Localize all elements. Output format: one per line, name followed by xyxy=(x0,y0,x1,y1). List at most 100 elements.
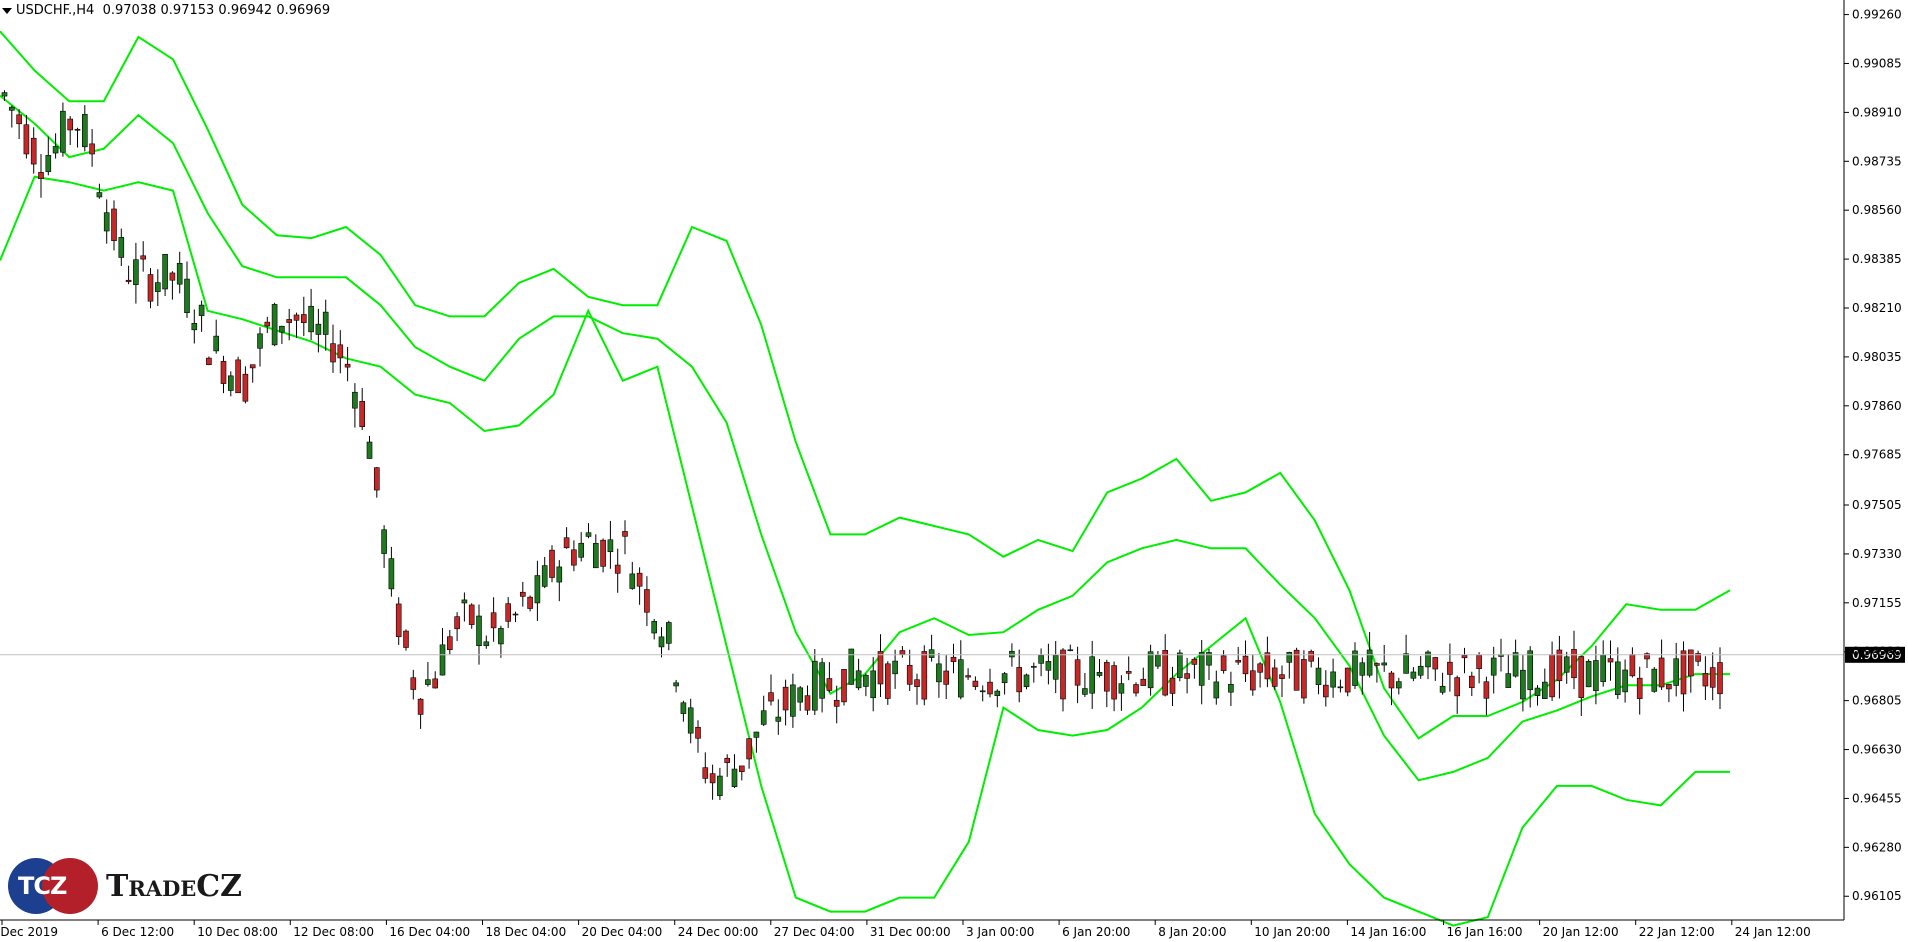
bull-candle xyxy=(855,670,862,689)
bull-candle xyxy=(848,648,855,685)
bear-candle xyxy=(417,698,424,715)
bull-candle xyxy=(1337,686,1344,689)
bull-candle xyxy=(1534,687,1541,696)
bear-candle xyxy=(337,344,344,359)
bear-candle xyxy=(826,678,833,691)
bear-candle xyxy=(965,675,971,678)
bear-candle xyxy=(1461,655,1468,659)
bear-candle xyxy=(1169,677,1176,694)
bull-candle xyxy=(155,282,161,292)
bull-candle xyxy=(308,305,314,333)
bull-candle xyxy=(1585,660,1592,688)
bear-candle xyxy=(1607,658,1614,663)
bear-candle xyxy=(125,279,132,282)
bear-candle xyxy=(1644,653,1650,660)
bull-candle xyxy=(1490,657,1497,676)
bear-candle xyxy=(636,572,643,587)
bear-candle xyxy=(1556,649,1563,682)
time-tick-label: 24 Jan 12:00 xyxy=(1735,925,1811,939)
bear-candle xyxy=(1060,649,1066,700)
bear-candle xyxy=(1688,649,1694,677)
bear-candle xyxy=(841,669,847,703)
bull-candle xyxy=(1089,656,1095,694)
bear-candle xyxy=(505,603,512,622)
bear-candle xyxy=(1709,667,1716,688)
bear-candle xyxy=(1133,684,1139,694)
bear-candle xyxy=(1476,654,1482,669)
bull-candle xyxy=(1410,671,1417,679)
bull-candle xyxy=(892,660,898,675)
time-tick-label: 3 Jan 00:00 xyxy=(966,925,1034,939)
bull-candle xyxy=(498,628,504,645)
time-tick-label: 14 Jan 16:00 xyxy=(1350,925,1426,939)
time-tick-label: 6 Jan 20:00 xyxy=(1062,925,1130,939)
bull-candle xyxy=(819,662,825,699)
bull-candle xyxy=(680,702,687,714)
menu-arrow-icon[interactable] xyxy=(2,7,12,14)
bear-candle xyxy=(1271,667,1278,687)
bear-candle xyxy=(30,137,37,165)
bull-candle xyxy=(928,649,935,658)
bear-candle xyxy=(1666,684,1672,690)
bands-middle-line xyxy=(0,94,1730,782)
bear-candle xyxy=(1483,681,1490,699)
bull-candle xyxy=(1001,673,1008,684)
price-tag-label: 0.96969 xyxy=(1852,648,1902,662)
time-tick-label: 16 Dec 04:00 xyxy=(389,925,470,939)
bull-candle xyxy=(1622,669,1628,693)
time-axis: Dec 2019 6 Dec 12:00 10 Dec 08:00 12 Dec 08… xyxy=(0,920,1811,939)
bear-candle xyxy=(1191,658,1198,665)
price-tag-box xyxy=(1845,646,1905,663)
bear-candle xyxy=(1184,673,1190,679)
bear-candle xyxy=(702,767,709,779)
bull-candle xyxy=(936,663,942,683)
bear-candle xyxy=(600,539,606,567)
bear-candle xyxy=(1454,677,1460,697)
bear-candle xyxy=(571,549,577,566)
bear-candle xyxy=(330,343,336,363)
bull-candle xyxy=(52,146,59,154)
bull-candle xyxy=(512,613,519,616)
bear-candle xyxy=(1111,665,1117,700)
bear-candle xyxy=(1301,659,1307,699)
bull-candle xyxy=(797,687,804,703)
bear-candle xyxy=(140,255,146,260)
time-tick-label: 31 Dec 00:00 xyxy=(870,925,951,939)
bear-candle xyxy=(1680,650,1687,695)
bear-candle xyxy=(206,357,212,366)
bear-candle xyxy=(1257,663,1263,673)
bear-candle xyxy=(1549,654,1555,698)
bear-candle xyxy=(1125,671,1132,674)
bull-candle xyxy=(1615,661,1621,695)
price-tick-label: 0.97155 xyxy=(1852,596,1902,610)
price-tick-label: 0.98035 xyxy=(1852,350,1902,364)
bear-candle xyxy=(23,124,30,155)
time-tick-label: 10 Dec 08:00 xyxy=(197,925,278,939)
price-tick-label: 0.99085 xyxy=(1852,56,1902,70)
bear-candle xyxy=(738,765,745,772)
bull-candle xyxy=(1031,665,1037,668)
bull-candle xyxy=(1403,653,1409,674)
bull-candle xyxy=(1439,685,1446,693)
low-value: 0.96942 xyxy=(218,3,273,18)
price-tick-label: 0.97860 xyxy=(1852,399,1902,413)
bear-candle xyxy=(1104,662,1110,692)
bull-candle xyxy=(82,114,88,148)
time-tick-label: 20 Dec 04:00 xyxy=(582,925,663,939)
bear-candle xyxy=(1293,649,1300,691)
bull-candle xyxy=(1359,662,1366,676)
price-tick-label: 0.98910 xyxy=(1852,105,1902,119)
bull-candle xyxy=(1425,651,1431,668)
bear-candle xyxy=(264,321,271,327)
bear-candle xyxy=(220,361,227,384)
bear-candle xyxy=(1702,673,1709,687)
bull-candle xyxy=(271,304,278,346)
bear-candle xyxy=(746,738,752,760)
bear-candle xyxy=(622,531,628,537)
bear-candle xyxy=(344,363,351,368)
close-value: 0.96969 xyxy=(276,3,331,18)
bear-candle xyxy=(169,272,176,281)
bear-candle xyxy=(1432,657,1439,670)
bull-candle xyxy=(534,575,541,604)
